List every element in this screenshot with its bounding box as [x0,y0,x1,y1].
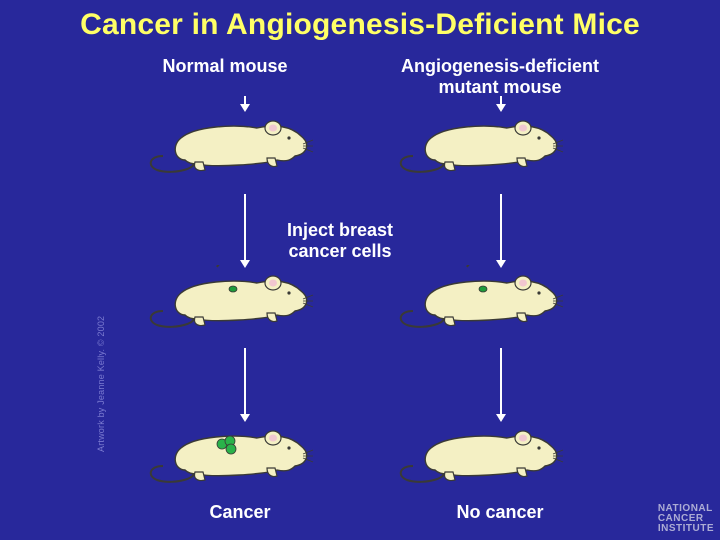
mouse-bot-right [395,420,565,510]
inject-label: Inject breastcancer cells [265,220,415,261]
result-label-right: No cancer [430,502,570,523]
nci-logo: NATIONALCANCERINSTITUTE [658,504,714,534]
mouse-mid-left [145,265,315,355]
result-label-left: Cancer [180,502,300,523]
slide-title: Cancer in Angiogenesis-Deficient Mice [0,8,720,42]
mouse-top-left [145,110,315,200]
mouse-top-right [395,110,565,200]
arrow-stem [500,348,502,416]
arrow-stem [244,194,246,262]
slide: Cancer in Angiogenesis-Deficient Mice No… [0,0,720,540]
mouse-mid-right [395,265,565,355]
column-label-right: Angiogenesis-deficientmutant mouse [380,56,620,97]
arrow-stem [244,348,246,416]
artwork-credit: Artwork by Jeanne Kelly. © 2002 [96,316,106,452]
column-label-left: Normal mouse [140,56,310,77]
arrow-stem [500,194,502,262]
mouse-bot-left [145,420,315,510]
